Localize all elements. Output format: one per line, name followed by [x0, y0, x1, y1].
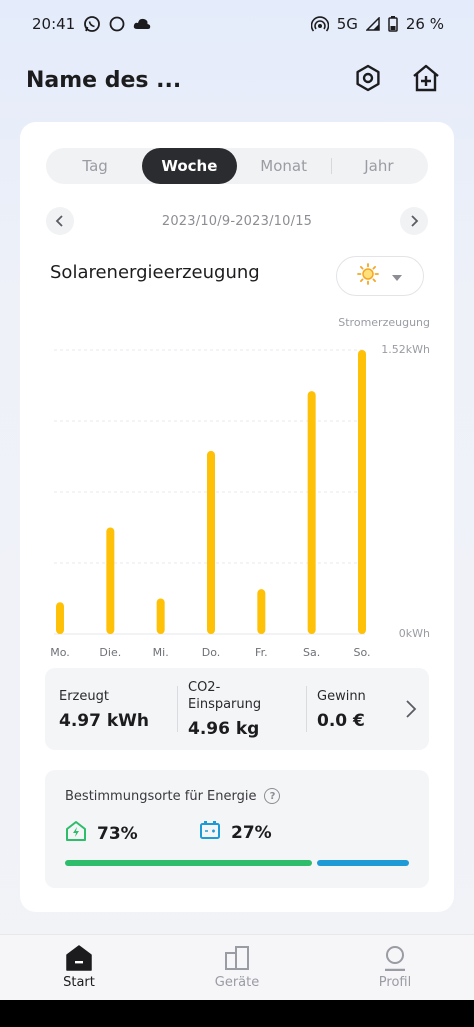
- battery-icon: [388, 16, 398, 32]
- x-tick-label: Do.: [202, 646, 221, 659]
- destination-battery: 27%: [199, 820, 272, 845]
- battery-level: 26 %: [405, 15, 444, 33]
- energy-bar-chart: Mo. Die. Mi. Do. Fr. Sa. So. Stromerzeugung 1.…: [50, 316, 430, 659]
- home-icon: [66, 945, 92, 971]
- stat-erzeugt: Erzeugt 4.97 kWh: [59, 678, 167, 740]
- bar-7[interactable]: [358, 350, 366, 634]
- battery-percent: 27%: [231, 822, 272, 843]
- bar-2[interactable]: [106, 527, 115, 635]
- destinations-title-text: Bestimmungsorte für Energie: [65, 788, 257, 804]
- tab-geraete[interactable]: Geräte: [187, 945, 287, 990]
- destination-home: 73%: [65, 820, 138, 847]
- x-tick-label: Fr.: [255, 646, 268, 659]
- y-max-label: 1.52kWh: [381, 343, 430, 356]
- period-selector: Tag Woche Monat Jahr: [46, 148, 428, 184]
- bar-1[interactable]: [56, 602, 64, 634]
- chart-x-ticks: Mo. Die. Mi. Do. Fr. Sa. So.: [50, 646, 370, 659]
- home-percent: 73%: [97, 823, 138, 844]
- page-title: Name des ...: [26, 67, 182, 93]
- stat-gewinn: Gewinn 0.0 €: [317, 678, 397, 740]
- chevron-right-icon: [411, 215, 419, 227]
- devices-icon: [225, 946, 249, 970]
- stat-value: 4.97 kWh: [59, 710, 150, 731]
- next-period-button[interactable]: [400, 207, 428, 235]
- x-tick-label: So.: [353, 646, 370, 659]
- status-left: 20:41: [32, 15, 151, 33]
- chart-bars: [56, 350, 366, 634]
- stats-detail-button[interactable]: [397, 678, 425, 740]
- network-type: 5G: [336, 15, 358, 33]
- date-navigation: 2023/10/9-2023/10/15: [46, 206, 428, 236]
- bar-3[interactable]: [156, 598, 165, 635]
- stat-value: 0.0 €: [317, 710, 365, 731]
- battery-share-bar: [317, 860, 409, 866]
- x-tick-label: Mi.: [153, 646, 169, 659]
- settings-hexagon-icon: [354, 64, 382, 96]
- bar-6[interactable]: [307, 391, 316, 634]
- tab-profil[interactable]: Profil: [345, 945, 445, 990]
- home-energy-icon: [65, 820, 87, 847]
- weather-dropdown[interactable]: [336, 256, 424, 296]
- circle-icon: [109, 16, 125, 32]
- energy-destinations: Bestimmungsorte für Energie ? 73% 27%: [45, 770, 429, 888]
- stat-label: CO2- Einsparung: [188, 680, 262, 712]
- stat-divider: [177, 686, 178, 732]
- chevron-left-icon: [55, 215, 63, 227]
- x-tick-label: Mo.: [50, 646, 70, 659]
- cloud-icon: [133, 17, 151, 31]
- destinations-title: Bestimmungsorte für Energie ?: [65, 788, 281, 804]
- bottom-tab-bar: Start Geräte Profil: [0, 934, 474, 1000]
- y-axis-title: Stromerzeugung: [338, 316, 430, 329]
- stat-value: 4.96 kg: [188, 719, 260, 739]
- tab-monat[interactable]: Monat: [260, 157, 307, 175]
- status-bar: 20:41 5G 26 %: [0, 0, 474, 48]
- help-icon[interactable]: ?: [264, 788, 281, 804]
- tab-tag[interactable]: Tag: [82, 157, 108, 175]
- tab-divider: [330, 158, 332, 174]
- status-right: 5G 26 %: [310, 15, 444, 33]
- status-time: 20:41: [32, 15, 76, 33]
- tab-woche[interactable]: Woche: [142, 148, 237, 184]
- previous-period-button[interactable]: [46, 207, 74, 235]
- hotspot-icon: [310, 16, 329, 32]
- signal-icon: [365, 17, 380, 31]
- tab-start[interactable]: Start: [29, 945, 129, 990]
- date-range: 2023/10/9-2023/10/15: [161, 213, 313, 229]
- energy-card: Tag Woche Monat Jahr 2023/10/9-2023/10/1…: [20, 122, 454, 912]
- chevron-right-icon: [406, 700, 417, 718]
- settings-button[interactable]: [346, 58, 390, 102]
- stat-co2: CO2- Einsparung 4.96 kg: [188, 678, 296, 740]
- bar-5[interactable]: [257, 589, 266, 634]
- header: Name des ...: [0, 58, 474, 102]
- tab-label: Geräte: [214, 975, 260, 990]
- whatsapp-icon: [83, 15, 101, 33]
- add-home-icon: [411, 63, 441, 97]
- tab-label: Profil: [378, 975, 412, 990]
- profile-icon: [385, 946, 405, 971]
- tab-jahr[interactable]: Jahr: [364, 157, 394, 175]
- stat-divider: [306, 686, 307, 732]
- home-share-bar: [65, 860, 312, 866]
- y-min-label: 0kWh: [399, 627, 430, 640]
- sun-icon: [357, 263, 379, 289]
- battery-storage-icon: [199, 820, 221, 845]
- x-tick-label: Sa.: [303, 646, 320, 659]
- add-home-button[interactable]: [404, 58, 448, 102]
- tab-label: Start: [63, 975, 95, 990]
- bar-4[interactable]: [207, 450, 215, 634]
- stat-label: Erzeugt: [59, 688, 109, 704]
- chart-title: Solarenergieerzeugung: [50, 262, 260, 283]
- system-navigation-bar: [0, 1000, 474, 1027]
- stat-label: Gewinn: [317, 688, 366, 704]
- stats-summary[interactable]: Erzeugt 4.97 kWh CO2- Einsparung 4.96 kg…: [45, 668, 429, 750]
- x-tick-label: Die.: [99, 646, 121, 659]
- chevron-down-icon: [391, 267, 403, 286]
